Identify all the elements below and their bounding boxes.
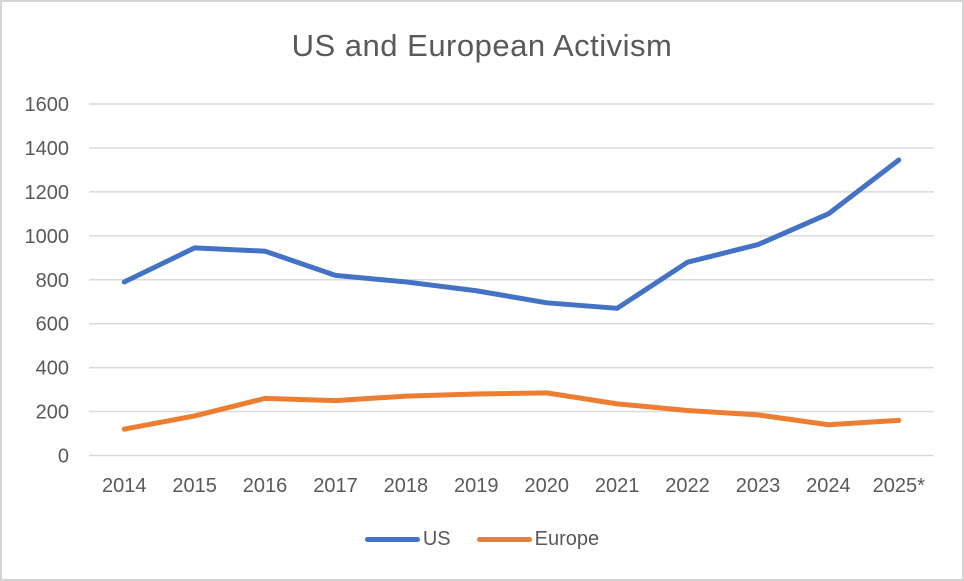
x-tick-label: 2015 — [172, 475, 217, 497]
x-tick-label: 2023 — [736, 475, 781, 497]
y-tick-label: 1400 — [25, 138, 70, 160]
y-tick-label: 1000 — [25, 226, 70, 248]
x-tick-label: 2025* — [873, 475, 925, 497]
chart-title: US and European Activism — [291, 28, 673, 63]
x-tick-label: 2024 — [806, 475, 851, 497]
x-tick-label: 2021 — [595, 475, 640, 497]
europe-line — [121, 390, 902, 432]
x-tick-label: 2019 — [454, 475, 499, 497]
y-tick-label: 800 — [36, 270, 69, 292]
legend-label-europe: Europe — [534, 528, 600, 550]
us-line — [121, 157, 902, 311]
x-tick-label: 2018 — [384, 475, 429, 497]
europe-line-swatch — [476, 537, 532, 542]
y-tick-label: 1600 — [25, 94, 70, 116]
legend-item-europe: Europe — [476, 528, 600, 551]
x-tick-label: 2016 — [243, 475, 288, 497]
y-tick-label: 600 — [36, 314, 69, 336]
legend-item-us: US — [364, 528, 451, 551]
y-tick-label: 400 — [36, 358, 69, 380]
x-tick-label: 2020 — [524, 475, 569, 497]
legend-label-us: US — [422, 528, 451, 550]
y-tick-label: 200 — [36, 402, 69, 424]
y-tick-label: 0 — [58, 446, 69, 468]
x-tick-label: 2017 — [313, 475, 358, 497]
us-line-swatch — [364, 537, 420, 542]
x-tick-label: 2022 — [665, 475, 710, 497]
x-tick-label: 2014 — [102, 475, 147, 497]
chart-legend: US Europe — [2, 528, 962, 551]
y-tick-label: 1200 — [25, 182, 70, 204]
